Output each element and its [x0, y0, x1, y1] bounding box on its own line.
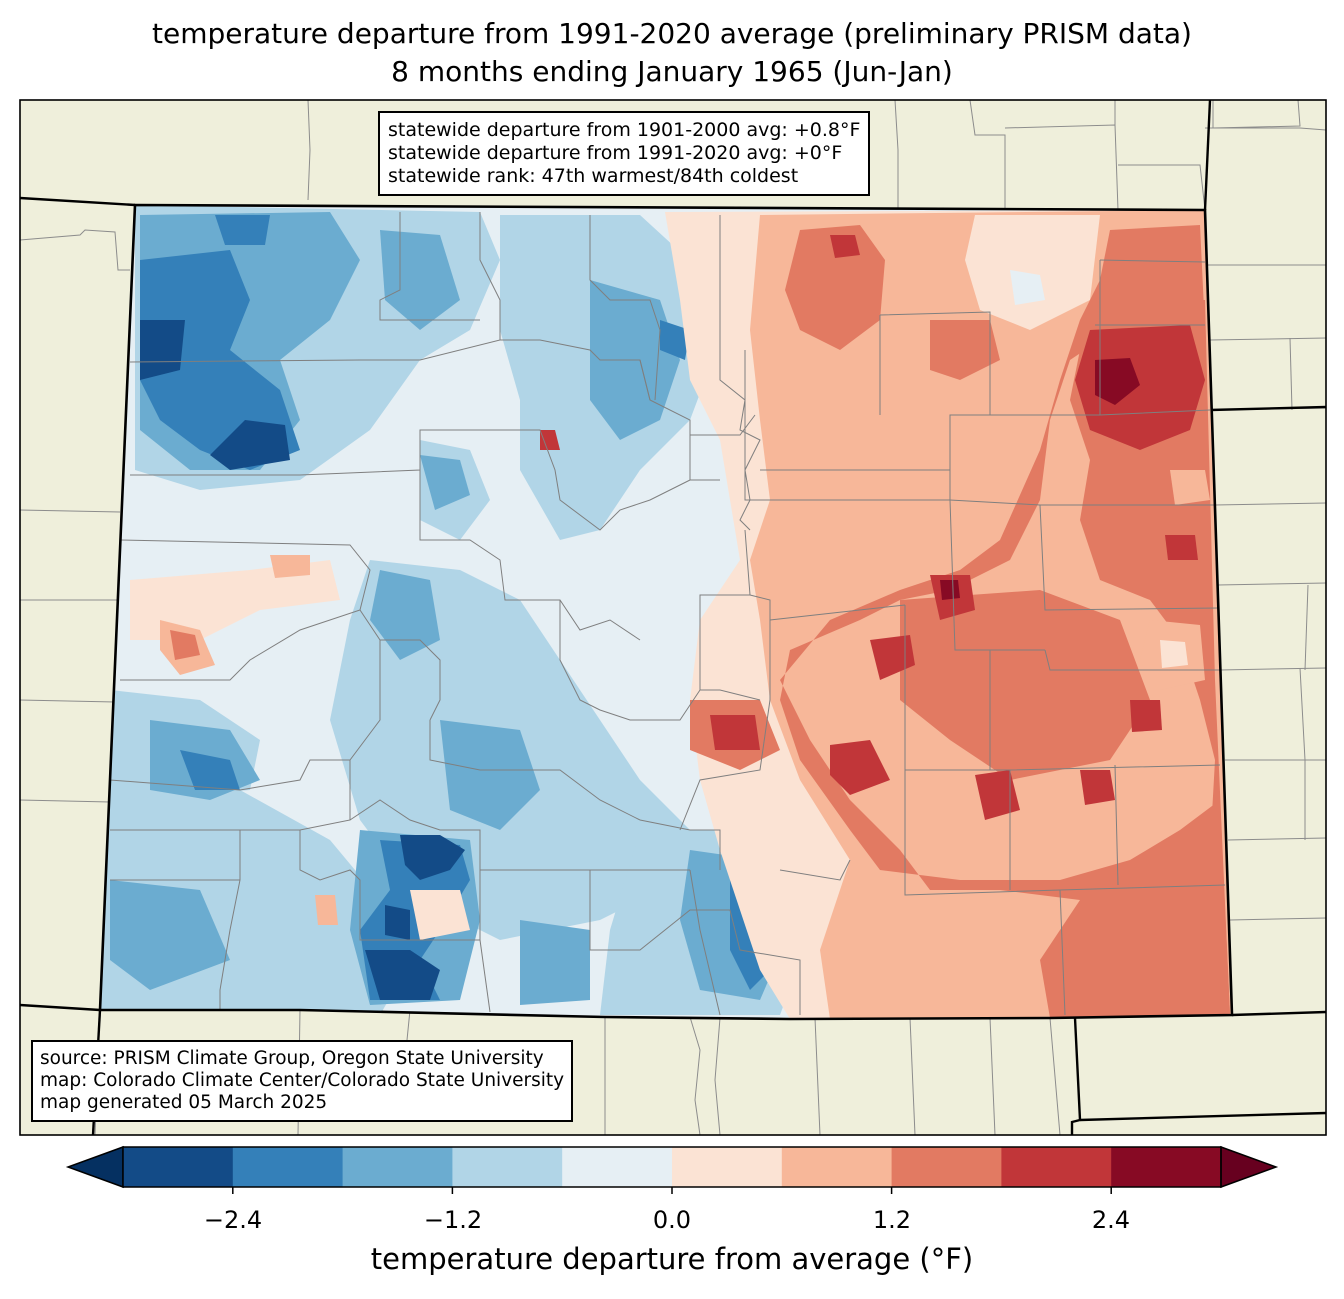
colorbar-bin [891, 1147, 1002, 1187]
map-title-line1: temperature departure from 1991-2020 ave… [152, 17, 1192, 50]
colorbar-bin [1001, 1147, 1112, 1187]
source-box: source: PRISM Climate Group, Oregon Stat… [31, 1040, 574, 1122]
stats-rank: statewide rank: 47th warmest/84th coldes… [388, 165, 799, 187]
stats-departure-1991-2020: statewide departure from 1991-2020 avg: … [388, 142, 843, 164]
colorbar-bin [342, 1147, 453, 1187]
statewide-stats-box: statewide departure from 1901-2000 avg: … [378, 111, 871, 196]
colorbar-tick-label: −1.2 [423, 1206, 483, 1234]
neighbor-county-lines [20, 100, 1326, 1135]
colorbar [65, 1145, 1279, 1194]
colorado-border [98, 203, 1234, 1021]
generated-date-line: map generated 05 March 2025 [40, 1092, 328, 1113]
colorbar-bin [781, 1147, 893, 1187]
colorbar-bin [1111, 1147, 1222, 1187]
map-credit-line: map: Colorado Climate Center/Colorado St… [40, 1070, 565, 1091]
colorbar-tick-label: 1.2 [872, 1206, 912, 1234]
colorbar-tick-label: 2.4 [1091, 1206, 1131, 1234]
colorbar-bin [672, 1147, 783, 1187]
colorbar-tick-label: −2.4 [203, 1206, 263, 1234]
colorbar-tick-label: 0.0 [652, 1206, 692, 1234]
source-line: source: PRISM Climate Group, Oregon Stat… [40, 1048, 544, 1069]
stats-departure-1901-2000: statewide departure from 1901-2000 avg: … [388, 119, 861, 141]
map-title-line2: 8 months ending January 1965 (Jun-Jan) [391, 55, 953, 88]
colorbar-extend-max [1220, 1145, 1279, 1189]
map-frame [19, 99, 1327, 1136]
colorbar-bin [562, 1147, 673, 1187]
colorbar-extend-min [65, 1145, 124, 1189]
colorbar-bin [452, 1147, 563, 1187]
colorbar-bin [232, 1147, 344, 1187]
colorbar-label: temperature departure from average (°F) [370, 1242, 974, 1276]
colorado-county-lines [109, 212, 1226, 1016]
temperature-contours [100, 205, 1232, 1019]
colorbar-bin [123, 1147, 234, 1187]
